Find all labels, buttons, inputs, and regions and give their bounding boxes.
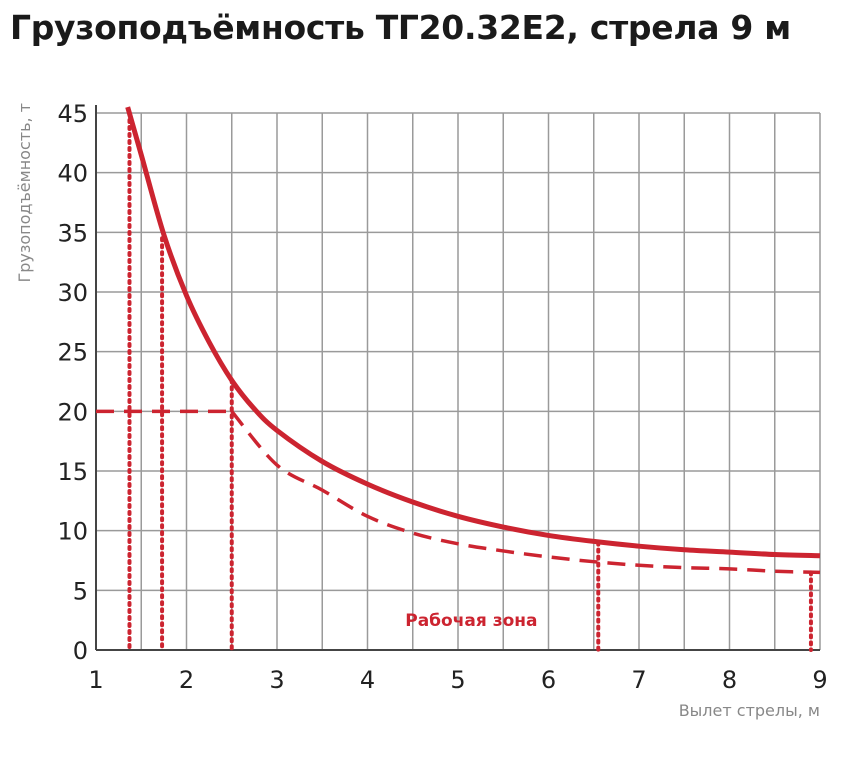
- y-tick-label: 40: [57, 160, 88, 188]
- x-tick-label: 6: [541, 666, 556, 694]
- grid-lines: [95, 105, 821, 651]
- x-tick-label: 1: [88, 666, 103, 694]
- x-tick-label: 3: [269, 666, 284, 694]
- x-axis-label: Вылет стрелы, м: [679, 701, 820, 720]
- series-solid-curve: [125, 106, 821, 559]
- y-tick-label: 35: [57, 219, 88, 247]
- y-tick-label: 15: [57, 458, 88, 486]
- x-tick-label: 7: [631, 666, 646, 694]
- series-dashed-curve: [230, 410, 821, 575]
- y-tick-label: 25: [57, 339, 88, 367]
- y-tick-label: 45: [57, 100, 88, 128]
- x-tick-label: 9: [812, 666, 827, 694]
- x-tick-label: 5: [450, 666, 465, 694]
- y-tick-label: 10: [57, 518, 88, 546]
- series-lines: [96, 106, 821, 575]
- chart-title: Грузоподъёмность ТГ20.32Е2, стрела 9 м: [10, 8, 791, 47]
- working-zone-label: Рабочая зона: [405, 611, 537, 631]
- y-tick-label: 20: [57, 398, 88, 426]
- y-tick-label: 5: [73, 577, 88, 605]
- x-tick-label: 2: [179, 666, 194, 694]
- y-axis-label: Грузоподъёмность, т: [15, 103, 34, 283]
- y-tick-label: 0: [73, 637, 88, 665]
- x-tick-label: 8: [722, 666, 737, 694]
- x-tick-label: 4: [360, 666, 375, 694]
- y-tick-label: 30: [57, 279, 88, 307]
- dotted-guides: [127, 111, 813, 652]
